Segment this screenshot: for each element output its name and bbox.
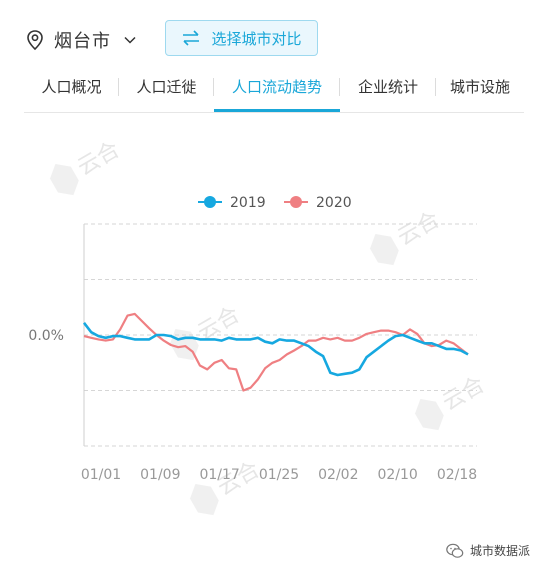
chart-axes: 0.0% 01/01 01/09 01/17 01/25 02/02 02/10 02/18: [28, 224, 477, 483]
x-tick-label: 01/25: [259, 467, 299, 483]
tab-bar: 人口概况 人口迁徙 人口流动趋势 企业统计 城市设施: [24, 70, 524, 113]
tab-city-facilities[interactable]: 城市设施: [436, 70, 524, 111]
line-chart: 2019 2020 0.0% 01/01 01/09 01/17 01/25 02/02 02…: [28, 195, 477, 483]
tab-population-migration[interactable]: 人口迁徙: [119, 70, 214, 111]
chevron-down-icon: [124, 36, 136, 44]
tab-label: 企业统计: [357, 78, 418, 96]
city-name: 烟台市: [54, 31, 111, 52]
legend-label: 2020: [316, 195, 352, 211]
series-line-2019: [82, 322, 469, 377]
tab-label: 人口概况: [41, 78, 102, 96]
compare-city-button[interactable]: 选择城市对比: [165, 20, 318, 56]
x-tick-label: 01/09: [140, 467, 180, 483]
watermark-text: 云合: [73, 137, 124, 181]
x-tick-label: 02/10: [377, 467, 417, 483]
tab-enterprise-stats[interactable]: 企业统计: [340, 70, 436, 111]
tab-divider: [118, 78, 119, 96]
flow-trend-chart: 2019 2020 0.0% 01/01 01/09 01/17 01/25 02/02 02…: [0, 180, 544, 510]
legend-marker: [204, 196, 216, 208]
chart-legend: 2019 2020: [198, 195, 352, 211]
series-line-2020: [83, 312, 469, 392]
top-bar: 烟台市 选择城市对比: [0, 0, 544, 70]
legend-label: 2019: [230, 195, 266, 211]
tab-divider: [339, 78, 340, 96]
legend-marker: [290, 196, 302, 208]
tab-label: 人口迁徙: [136, 78, 197, 96]
city-selector[interactable]: 烟台市: [24, 24, 137, 56]
chart-grid: [84, 223, 477, 447]
chart-series: [82, 312, 469, 392]
x-tick-label: 01/17: [199, 467, 239, 483]
x-tick-label: 02/18: [437, 467, 477, 483]
tab-divider: [213, 78, 214, 96]
tab-population-flow-trend[interactable]: 人口流动趋势: [214, 70, 340, 112]
tab-population-overview[interactable]: 人口概况: [24, 70, 119, 111]
compare-city-label: 选择城市对比: [211, 29, 302, 48]
x-tick-label: 02/02: [318, 467, 358, 483]
wechat-icon: [446, 543, 464, 558]
swap-arrows-icon: [183, 30, 200, 46]
footer-brand-text: 城市数据派: [469, 544, 530, 558]
y-tick-label: 0.0%: [28, 328, 64, 344]
tab-divider: [435, 78, 436, 96]
x-tick-label: 01/01: [81, 467, 121, 483]
footer-brand: 城市数据派: [446, 542, 530, 559]
tab-label: 城市设施: [449, 78, 510, 96]
location-pin-icon: [27, 30, 43, 51]
tab-label: 人口流动趋势: [231, 78, 322, 96]
